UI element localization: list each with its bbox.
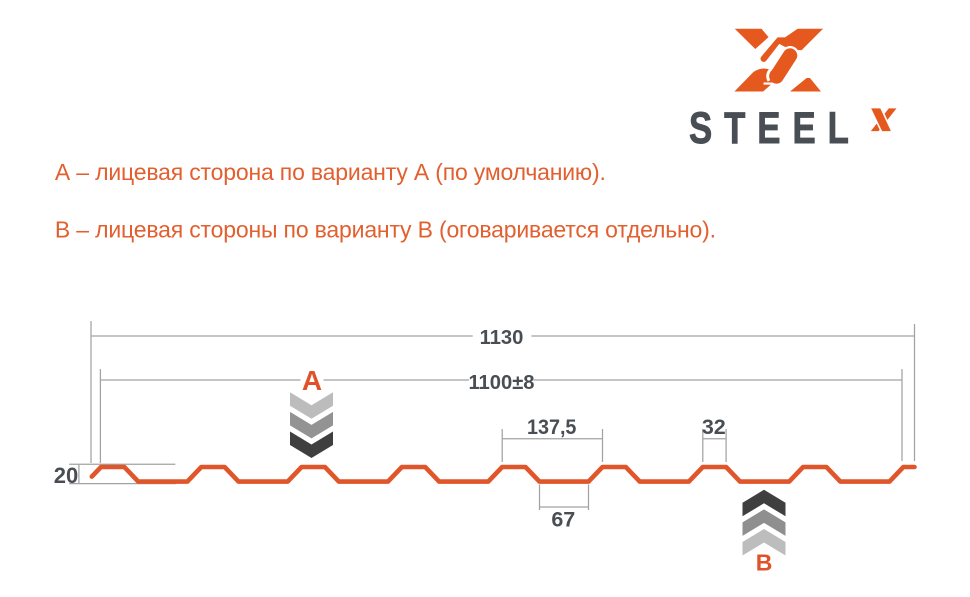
svg-text:20: 20 [54, 463, 78, 488]
svg-text:STEEL: STEEL [689, 104, 861, 153]
svg-text:В – лицевая стороны по вариант: В – лицевая стороны по варианту В (огова… [55, 217, 716, 243]
svg-text:А – лицевая сторона по вариант: А – лицевая сторона по варианту А (по ум… [55, 159, 606, 185]
svg-text:137,5: 137,5 [527, 415, 576, 439]
svg-text:1100±8: 1100±8 [468, 372, 534, 394]
svg-text:1130: 1130 [480, 327, 524, 349]
svg-text:В: В [756, 550, 773, 576]
svg-text:32: 32 [702, 415, 726, 439]
svg-text:67: 67 [551, 508, 575, 532]
svg-text:А: А [302, 365, 322, 396]
